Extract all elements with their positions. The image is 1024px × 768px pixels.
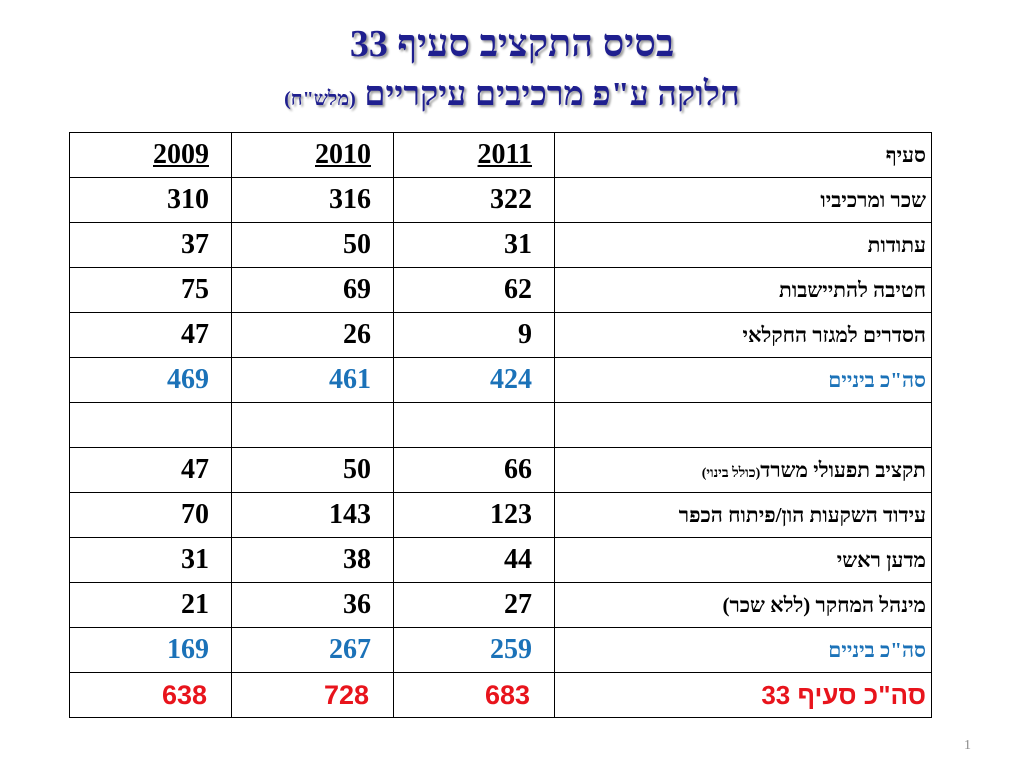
cell-2010: 69 xyxy=(231,267,394,313)
cell-2011: 62 xyxy=(393,267,555,313)
table-row: 70 143 123 עידוד השקעות הון/פיתוח הכפר xyxy=(69,492,932,538)
header-cell-2009: 2009 xyxy=(69,132,232,178)
empty-row xyxy=(69,402,932,448)
table-row: 47 50 66 תקציב תפעולי משרד(כולל בינוי) xyxy=(69,447,932,493)
row-label: מדען ראשי xyxy=(554,537,932,583)
cell-2009: 70 xyxy=(69,492,232,538)
cell-2009: 638 xyxy=(69,672,232,718)
table-row: 47 26 9 הסדרים למגזר החקלאי xyxy=(69,312,932,358)
cell-2010: 50 xyxy=(231,447,394,493)
cell-2010: 728 xyxy=(231,672,394,718)
cell-2011: 31 xyxy=(393,222,555,268)
row-label: סה"כ ביניים xyxy=(554,627,932,673)
row-label-with-note: תקציב תפעולי משרד(כולל בינוי) xyxy=(554,447,932,493)
cell-2011: 123 xyxy=(393,492,555,538)
cell-2010: 267 xyxy=(231,627,394,673)
cell-2010 xyxy=(231,402,394,448)
cell-2009: 310 xyxy=(69,177,232,223)
cell-2011: 683 xyxy=(393,672,555,718)
table-row: 310 316 322 שכר ומרכיביו xyxy=(69,177,932,223)
budget-table: 2009 2010 2011 סעיף 310 316 322 שכר ומרכ… xyxy=(69,132,932,718)
row-label: עתודות xyxy=(554,222,932,268)
row-label: סה"כ ביניים xyxy=(554,357,932,403)
cell-2009: 47 xyxy=(69,312,232,358)
title-line-1: בסיס התקציב סעיף 33 xyxy=(349,23,675,65)
cell-2010: 143 xyxy=(231,492,394,538)
cell-2010: 316 xyxy=(231,177,394,223)
cell-2009: 21 xyxy=(69,582,232,628)
cell-2009: 75 xyxy=(69,267,232,313)
cell-2011: 44 xyxy=(393,537,555,583)
cell-2009: 31 xyxy=(69,537,232,583)
cell-2009: 469 xyxy=(69,357,232,403)
table-header-row: 2009 2010 2011 סעיף xyxy=(69,132,932,178)
cell-2011: 259 xyxy=(393,627,555,673)
row-label: שכר ומרכיביו xyxy=(554,177,932,223)
subtotal-row: 169 267 259 סה"כ ביניים xyxy=(69,627,932,673)
table-row: 75 69 62 חטיבה להתיישבות xyxy=(69,267,932,313)
cell-2009: 47 xyxy=(69,447,232,493)
row-label: חטיבה להתיישבות xyxy=(554,267,932,313)
table-row: 21 36 27 מינהל המחקר (ללא שכר) xyxy=(69,582,932,628)
cell-2009: 37 xyxy=(69,222,232,268)
cell-2009 xyxy=(69,402,232,448)
title-line-2-main: חלוקה ע"פ מרכיבים עיקריים xyxy=(364,76,740,113)
cell-2011: 27 xyxy=(393,582,555,628)
cell-2010: 38 xyxy=(231,537,394,583)
header-cell-2010: 2010 xyxy=(231,132,394,178)
page-number: 1 xyxy=(964,738,971,753)
cell-2011 xyxy=(393,402,555,448)
row-label: סה"כ סעיף 33 xyxy=(554,672,932,718)
row-label xyxy=(554,402,932,448)
subtotal-row: 469 461 424 סה"כ ביניים xyxy=(69,357,932,403)
cell-2011: 424 xyxy=(393,357,555,403)
title-line-2: חלוקה ע"פ מרכיבים עיקריים (מלש"ח) xyxy=(0,70,1024,124)
cell-2011: 322 xyxy=(393,177,555,223)
header-cell-item: סעיף xyxy=(554,132,932,178)
cell-2009: 169 xyxy=(69,627,232,673)
table-row: 31 38 44 מדען ראשי xyxy=(69,537,932,583)
cell-2010: 36 xyxy=(231,582,394,628)
cell-2011: 66 xyxy=(393,447,555,493)
cell-2010: 50 xyxy=(231,222,394,268)
table-row: 37 50 31 עתודות xyxy=(69,222,932,268)
row-label: עידוד השקעות הון/פיתוח הכפר xyxy=(554,492,932,538)
header-cell-2011: 2011 xyxy=(393,132,555,178)
cell-2010: 26 xyxy=(231,312,394,358)
row-label: תקציב תפעולי משרד xyxy=(760,457,926,482)
title-unit-note: (מלש"ח) xyxy=(284,88,356,110)
row-label: הסדרים למגזר החקלאי xyxy=(554,312,932,358)
row-note: (כולל בינוי) xyxy=(701,465,761,481)
total-row: 638 728 683 סה"כ סעיף 33 xyxy=(69,672,932,718)
cell-2010: 461 xyxy=(231,357,394,403)
row-label: מינהל המחקר (ללא שכר) xyxy=(554,582,932,628)
slide-title: בסיס התקציב סעיף 33 חלוקה ע"פ מרכיבים עי… xyxy=(0,18,1024,124)
cell-2011: 9 xyxy=(393,312,555,358)
